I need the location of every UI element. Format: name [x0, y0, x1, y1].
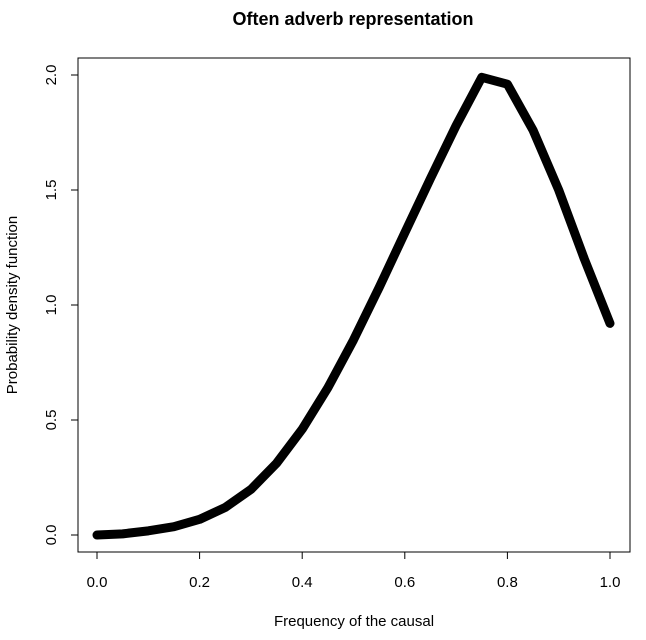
x-tick-label: 0.2	[189, 574, 210, 591]
plot-frame	[77, 57, 631, 553]
series-layer	[92, 72, 615, 540]
y-axis: 0.0 0.5 1.0 1.5 2.0	[43, 65, 79, 546]
y-tick-label: 1.0	[43, 295, 60, 316]
x-axis: 0.0 0.2 0.4 0.6 0.8 1.0	[87, 551, 621, 591]
density-curve	[92, 72, 615, 540]
y-tick-label: 0.5	[43, 410, 60, 431]
y-tick-label: 1.5	[43, 180, 60, 201]
y-axis-label: Probability density function	[4, 216, 21, 394]
x-tick-label: 0.4	[292, 574, 313, 591]
x-tick-label: 1.0	[600, 574, 621, 591]
y-tick-label: 2.0	[43, 65, 60, 86]
y-tick-label: 0.0	[43, 525, 60, 546]
x-tick-label: 0.0	[87, 574, 108, 591]
x-tick-label: 0.8	[497, 574, 518, 591]
chart-title: Often adverb representation	[232, 9, 473, 29]
x-tick-label: 0.6	[394, 574, 415, 591]
x-axis-label: Frequency of the causal	[274, 613, 434, 630]
